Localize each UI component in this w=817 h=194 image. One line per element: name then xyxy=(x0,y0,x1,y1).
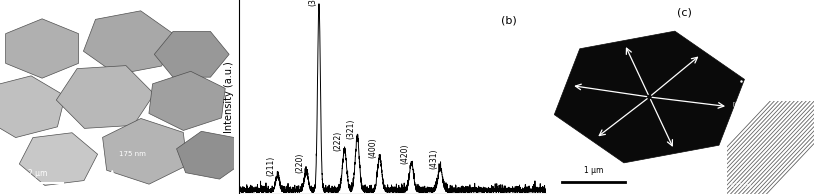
Polygon shape xyxy=(176,131,244,179)
Polygon shape xyxy=(83,11,174,74)
Text: $[\bar{1}0\bar{1}]$: $[\bar{1}0\bar{1}]$ xyxy=(697,36,715,46)
Text: (c): (c) xyxy=(676,8,691,18)
Text: $[110]$: $[110]$ xyxy=(571,147,589,156)
Text: (211): (211) xyxy=(266,156,275,177)
Text: (a): (a) xyxy=(198,14,213,24)
Text: $[101]$: $[101]$ xyxy=(667,159,686,167)
Text: (b): (b) xyxy=(501,16,516,26)
Polygon shape xyxy=(149,71,225,130)
Text: (222): (222) xyxy=(333,130,342,151)
Polygon shape xyxy=(154,31,229,77)
Text: (220): (220) xyxy=(295,152,304,173)
Text: (420): (420) xyxy=(400,143,409,164)
Text: (431): (431) xyxy=(429,149,439,169)
Polygon shape xyxy=(0,76,65,138)
Polygon shape xyxy=(20,133,97,185)
Polygon shape xyxy=(56,66,154,128)
Text: (310): (310) xyxy=(308,0,317,6)
Text: 2 μm: 2 μm xyxy=(28,169,47,178)
Text: $[\bar{1}10]$: $[\bar{1}10]$ xyxy=(594,26,613,36)
Text: $[0\bar{1}\bar{1}]$: $[0\bar{1}\bar{1}]$ xyxy=(732,100,751,109)
Polygon shape xyxy=(103,119,187,184)
Text: (321): (321) xyxy=(346,119,355,139)
Polygon shape xyxy=(6,19,78,78)
Polygon shape xyxy=(554,31,744,163)
Text: (400): (400) xyxy=(368,137,377,158)
Text: 1 μm: 1 μm xyxy=(584,166,603,175)
Text: 175 nm: 175 nm xyxy=(119,151,146,157)
Y-axis label: Intensity (a.u.): Intensity (a.u.) xyxy=(224,61,234,133)
Text: $[01\bar{1}]$: $[01\bar{1}]$ xyxy=(535,79,554,88)
